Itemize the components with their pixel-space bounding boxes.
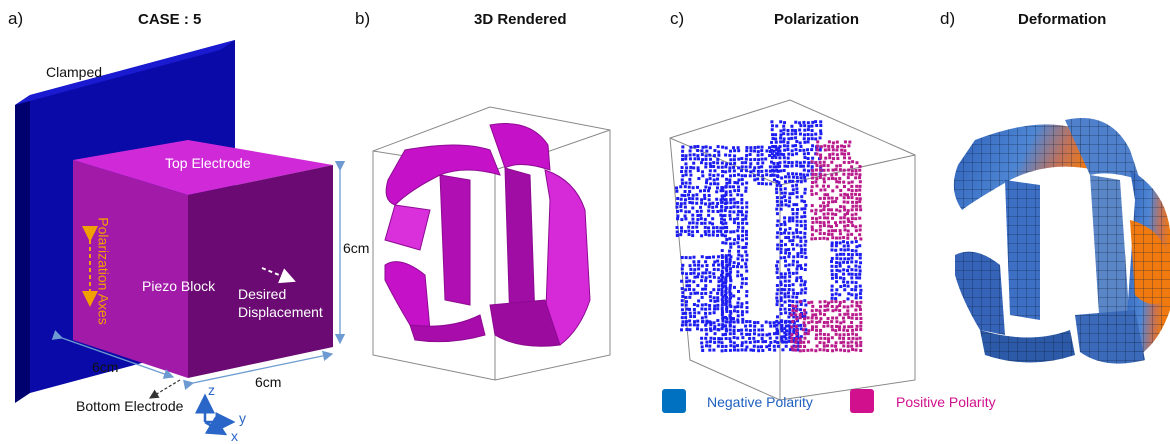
dim-height-label: 6cm [343, 240, 370, 256]
piezo-block [73, 140, 333, 378]
legend-positive-label: Positive Polarity [896, 394, 996, 410]
rendered-structure [384, 123, 591, 347]
panel-c-title: Polarization [774, 11, 860, 28]
block-top-face [73, 140, 333, 195]
axis-y-label: y [239, 410, 246, 426]
displacement-arrow [261, 267, 296, 284]
panel-d-title: Deformation [1018, 11, 1107, 28]
top-electrode-label: Top Electrode [165, 155, 251, 171]
block-left-face [73, 160, 188, 378]
dim-depth-line [51, 330, 175, 379]
desired-label-line2: Displacement [238, 304, 323, 320]
panel-b-letter: b) [355, 9, 371, 28]
block-right-face [188, 165, 333, 378]
axis-z-label: z [208, 382, 215, 398]
bottom-electrode-pointer [148, 379, 181, 399]
legend-positive-swatch [850, 389, 874, 413]
bottom-electrode-label: Bottom Electrode [76, 398, 184, 414]
deformation-mesh [953, 118, 1170, 364]
axis-x-label: x [231, 428, 238, 444]
legend-negative-swatch [662, 389, 686, 413]
panel-d-letter: d) [940, 9, 956, 28]
dim-width-label: 6cm [255, 374, 282, 390]
polarization-dots [675, 120, 863, 353]
panel-c-letter: c) [670, 9, 685, 28]
coordinate-axes [195, 393, 236, 436]
panel-a-letter: a) [8, 9, 24, 28]
dim-width-line [183, 350, 334, 390]
clamped-label: Clamped [46, 64, 103, 80]
panel-b-title: 3D Rendered [474, 11, 567, 28]
legend-negative-label: Negative Polarity [707, 394, 813, 410]
panel-a-title: CASE : 5 [138, 11, 202, 28]
desired-label-line1: Desired [238, 286, 287, 302]
polarization-axes-label: Polarization Axes [95, 217, 112, 325]
dim-depth-label: 6cm [92, 359, 119, 375]
piezo-block-label: Piezo Block [142, 278, 216, 294]
